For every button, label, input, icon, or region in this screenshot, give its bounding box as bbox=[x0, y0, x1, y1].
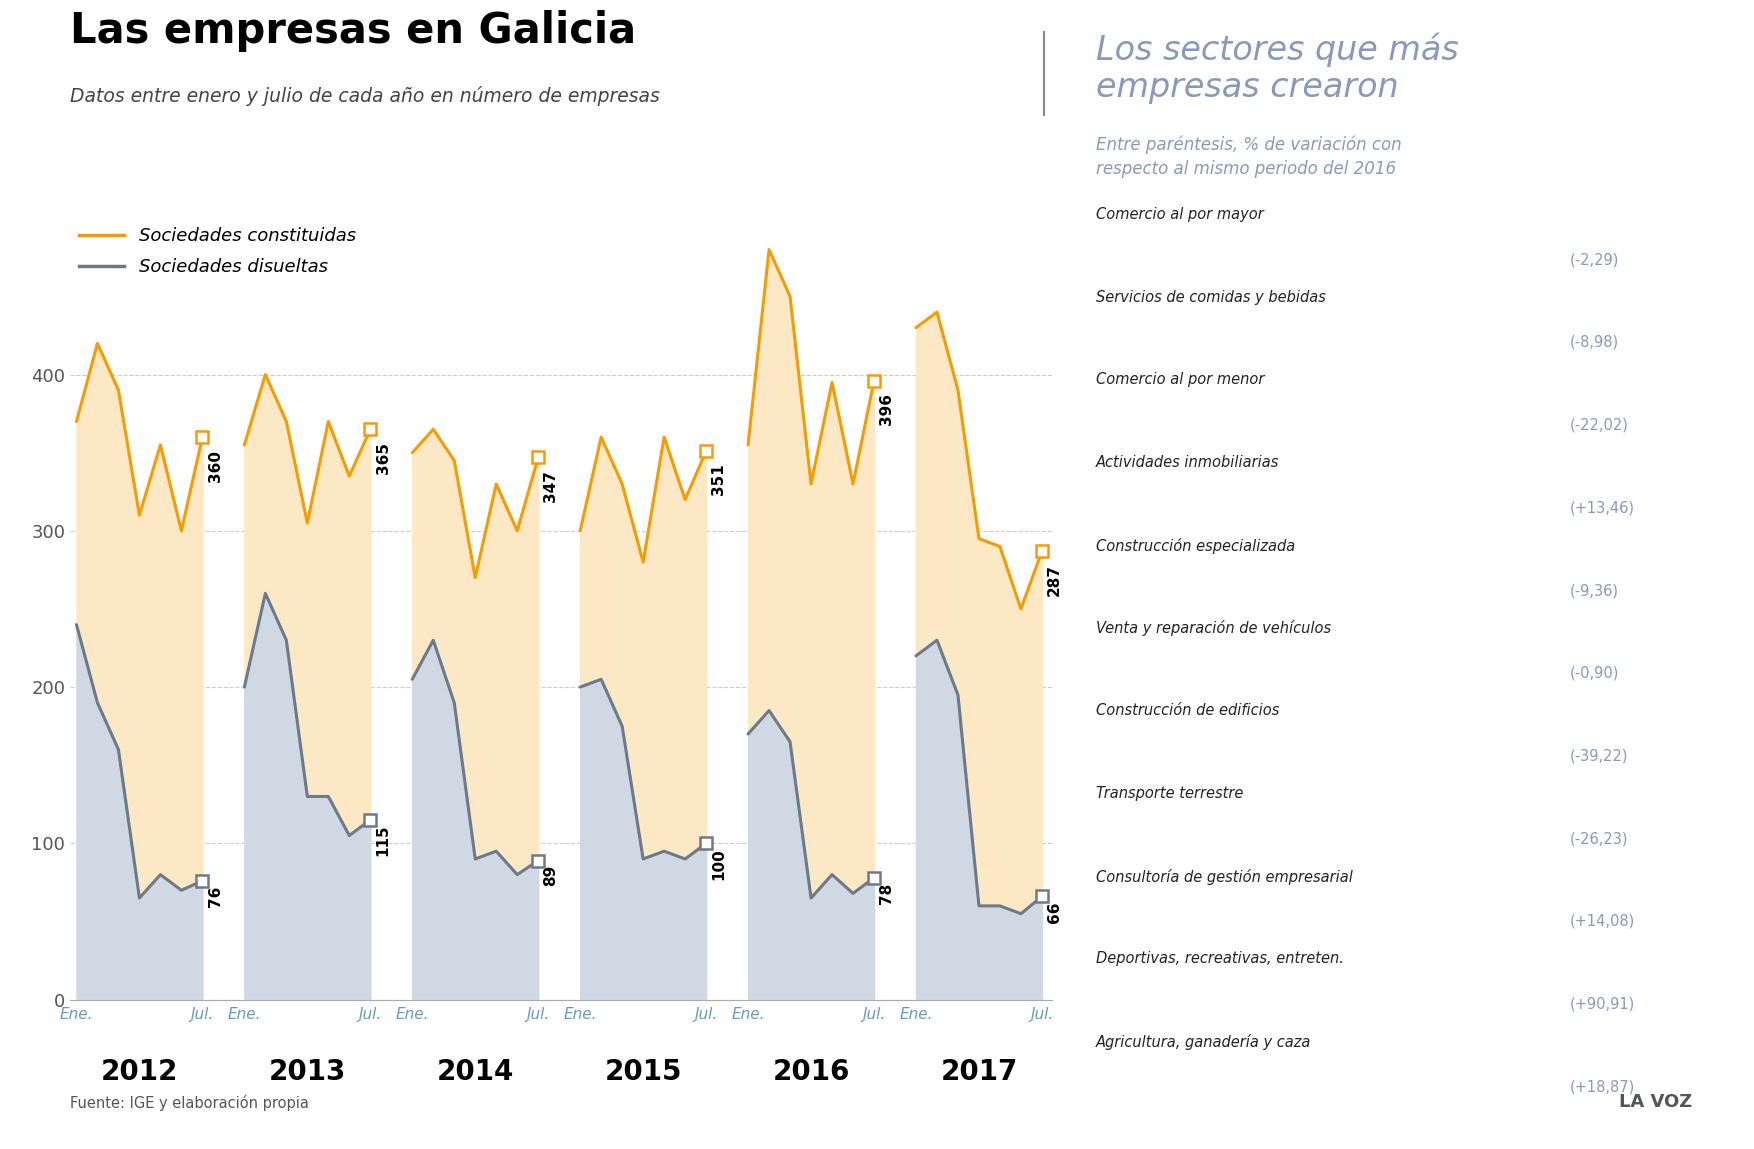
Text: Las empresas en Galicia: Las empresas en Galicia bbox=[70, 9, 637, 52]
Text: 351: 351 bbox=[712, 464, 726, 495]
Text: 294: 294 bbox=[1445, 334, 1477, 350]
Text: Venta y reparación de vehículos: Venta y reparación de vehículos bbox=[1096, 620, 1331, 637]
Text: 2012: 2012 bbox=[100, 1058, 179, 1086]
Text: (+14,08): (+14,08) bbox=[1570, 913, 1635, 930]
Text: Construcción especializada: Construcción especializada bbox=[1096, 538, 1296, 554]
Text: 76: 76 bbox=[207, 886, 223, 907]
Text: Comercio al por menor: Comercio al por menor bbox=[1096, 372, 1265, 387]
Text: Consultoría de gestión empresarial: Consultoría de gestión empresarial bbox=[1096, 869, 1352, 885]
Text: 81: 81 bbox=[1180, 913, 1201, 930]
Text: 2014: 2014 bbox=[437, 1058, 514, 1086]
Text: 177: 177 bbox=[1294, 500, 1326, 516]
Text: 2013: 2013 bbox=[268, 1058, 346, 1086]
Text: 262: 262 bbox=[1405, 417, 1435, 433]
Legend: Sociedades constituidas, Sociedades disueltas: Sociedades constituidas, Sociedades disu… bbox=[79, 228, 356, 276]
Text: 90: 90 bbox=[1193, 831, 1212, 847]
Text: 78: 78 bbox=[879, 882, 895, 903]
Text: Datos entre enero y julio de cada año en número de empresas: Datos entre enero y julio de cada año en… bbox=[70, 86, 660, 106]
Text: 342: 342 bbox=[1508, 252, 1538, 268]
Text: Actividades inmobiliarias: Actividades inmobiliarias bbox=[1096, 455, 1280, 470]
Text: LA VOZ: LA VOZ bbox=[1619, 1093, 1693, 1111]
Text: 110: 110 bbox=[1209, 665, 1238, 681]
Text: 63: 63 bbox=[1158, 1079, 1177, 1095]
Text: (-9,36): (-9,36) bbox=[1570, 583, 1619, 599]
Text: Construcción de edificios: Construcción de edificios bbox=[1096, 703, 1280, 718]
Text: Entre paréntesis, % de variación con
respecto al mismo periodo del 2016: Entre paréntesis, % de variación con res… bbox=[1096, 136, 1401, 178]
Text: 365: 365 bbox=[375, 441, 391, 473]
Text: Comercio al por mayor: Comercio al por mayor bbox=[1096, 207, 1265, 222]
Text: 360: 360 bbox=[207, 449, 223, 481]
Text: (-0,90): (-0,90) bbox=[1570, 665, 1619, 681]
Text: 66: 66 bbox=[1047, 901, 1063, 923]
Text: (+13,46): (+13,46) bbox=[1570, 500, 1635, 516]
Text: 89: 89 bbox=[544, 865, 558, 887]
Text: Los sectores que más
empresas crearon: Los sectores que más empresas crearon bbox=[1096, 32, 1459, 103]
Text: 63: 63 bbox=[1158, 996, 1177, 1012]
Text: 100: 100 bbox=[712, 848, 726, 880]
Text: 115: 115 bbox=[375, 825, 391, 856]
Text: Agricultura, ganadería y caza: Agricultura, ganadería y caza bbox=[1096, 1034, 1312, 1050]
Text: Deportivas, recreativas, entreten.: Deportivas, recreativas, entreten. bbox=[1096, 951, 1344, 966]
Text: (-39,22): (-39,22) bbox=[1570, 748, 1628, 764]
Text: (-22,02): (-22,02) bbox=[1570, 417, 1629, 433]
Text: (+18,87): (+18,87) bbox=[1570, 1079, 1635, 1095]
Text: Transporte terrestre: Transporte terrestre bbox=[1096, 786, 1244, 801]
Text: 2016: 2016 bbox=[772, 1058, 849, 1086]
Text: 155: 155 bbox=[1266, 583, 1296, 599]
Text: 2017: 2017 bbox=[940, 1058, 1017, 1086]
Text: 396: 396 bbox=[879, 393, 895, 425]
Text: Servicios de comidas y bebidas: Servicios de comidas y bebidas bbox=[1096, 290, 1326, 304]
Text: (-8,98): (-8,98) bbox=[1570, 334, 1619, 350]
Text: (-2,29): (-2,29) bbox=[1570, 252, 1619, 268]
Text: (-26,23): (-26,23) bbox=[1570, 831, 1628, 847]
Text: 93: 93 bbox=[1196, 748, 1217, 764]
Text: 347: 347 bbox=[544, 470, 558, 502]
Text: Fuente: IGE y elaboración propia: Fuente: IGE y elaboración propia bbox=[70, 1095, 309, 1111]
Text: 2015: 2015 bbox=[605, 1058, 682, 1086]
Text: 287: 287 bbox=[1047, 564, 1063, 595]
Text: (+90,91): (+90,91) bbox=[1570, 996, 1635, 1012]
